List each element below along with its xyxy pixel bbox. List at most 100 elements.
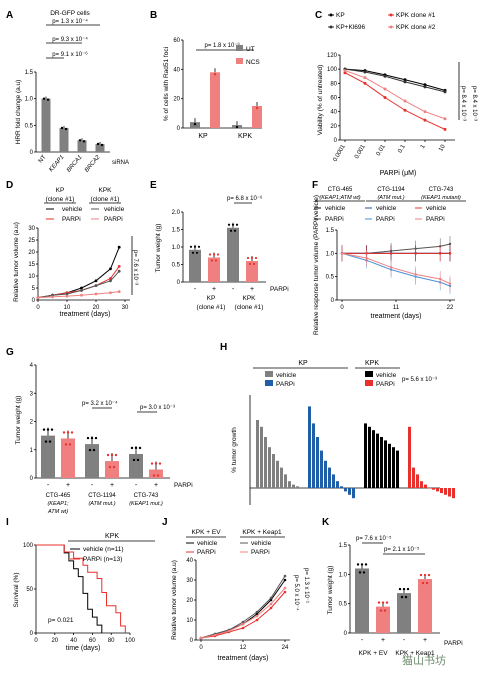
panel-C-point: [343, 71, 347, 75]
panel-H-bar: [268, 447, 271, 488]
panel-H-bar: [256, 420, 259, 488]
panel-E-y-tick-label: 1.5: [172, 228, 181, 234]
panel-G-y-tick-label: 3: [30, 391, 34, 397]
panel-I-ylabel: Survival (%): [13, 572, 20, 607]
panel-F-y-tick-label: 0.5: [326, 275, 335, 281]
panel-C-point: [403, 78, 407, 82]
panel-E-point: [191, 251, 195, 254]
panel-H-bar: [276, 460, 279, 488]
panel-G-point: [48, 440, 52, 443]
panel-D-y-tick-label: 25: [28, 238, 35, 244]
panel-I-x-tick-label: 0: [34, 638, 38, 644]
panel-E-point: [227, 223, 231, 226]
panel-J-point: [269, 596, 273, 600]
panel-A-bar: [41, 98, 51, 152]
panel-B-bar: [252, 106, 262, 128]
panel-G-y-tick-label: 4: [30, 363, 34, 369]
panel-I-survival-curve: [36, 544, 103, 633]
panel-D-point: [117, 245, 121, 249]
panel-B-y-tick-label: 0: [177, 126, 181, 132]
panel-F-y-tick-label: 0: [331, 298, 335, 304]
panel-D-point: [51, 295, 54, 299]
panel-F-series-line: [341, 252, 451, 287]
panel-E-point: [235, 223, 239, 226]
panel-G-bar: [85, 444, 99, 478]
panel-D-group-title: (clone #1): [46, 196, 75, 203]
panel-G-point: [44, 440, 48, 443]
panel-F-x-tick-label: 22: [447, 305, 454, 311]
panel-H-bar: [364, 423, 367, 488]
panel-C-point: [343, 69, 347, 73]
panel-J-point: [213, 633, 217, 637]
panel-J-series-line: [200, 591, 286, 639]
panel-G-group-sublabel: ATM wt): [47, 509, 68, 515]
panel-I-pvalue: p= 0.021: [48, 617, 74, 624]
panel-D-x-tick-label: 10: [64, 305, 71, 311]
panel-G-point: [136, 458, 140, 462]
panel-C-point: [403, 108, 407, 112]
panel-E-point: [214, 259, 218, 262]
panel-H-ylabel: % tumor growth: [231, 427, 238, 473]
panel-C-pvalue: p= 8.4 x 10⁻³: [471, 86, 477, 121]
panel-C-point: [383, 96, 387, 99]
panel-C-point: [363, 76, 367, 80]
panel-D-point: [117, 265, 121, 268]
panel-G-point: [134, 446, 138, 450]
panel-F-line-subtitle: (KEAP1 mutant): [421, 195, 461, 201]
panel-F-series-line: [341, 252, 451, 285]
panel-G-point: [152, 474, 156, 477]
panel-B-letter: B: [150, 10, 157, 21]
panel-E-point: [254, 256, 258, 260]
panel-D-series-line: [37, 291, 120, 299]
panel-G-point: [92, 448, 96, 452]
panel-E-y-tick-label: 2.0: [172, 210, 181, 216]
panel-H-legend-swatch: [265, 380, 273, 386]
panel-D-xlabel: treatment (days): [60, 311, 111, 318]
panel-D-y-tick-label: 5: [32, 286, 36, 292]
panel-A-point: [78, 139, 82, 142]
panel-H-bar: [352, 488, 355, 499]
panel-E-group-label: KP: [207, 295, 216, 302]
panel-J-legend-label: PARPi: [197, 549, 216, 556]
panel-E-point: [252, 262, 256, 266]
panel-H-bar: [316, 437, 319, 488]
panel-E-sign: +: [212, 286, 216, 293]
panel-K-point: [398, 587, 402, 591]
panel-C-letter: C: [315, 10, 322, 21]
panel-E-point: [233, 229, 237, 232]
panel-G-point: [86, 436, 90, 440]
panel-D-group-title: (clone #1): [91, 196, 120, 203]
panel-K-point: [379, 609, 383, 612]
panel-C-point: [423, 110, 427, 114]
panel-G-sign: -: [135, 482, 138, 489]
panel-K-y-tick-label: 0: [344, 631, 348, 637]
panel-H-bar: [284, 474, 287, 488]
panel-B-point: [213, 73, 217, 76]
panel-F-xlabel: treatment (days): [371, 313, 422, 320]
panel-C-point: [443, 127, 447, 131]
panel-I-survival-curve: [36, 544, 126, 633]
panel-A-ylabel: HRR fold change (a.u): [15, 80, 22, 145]
panel-C-point: [423, 118, 427, 122]
panel-C-y-tick-label: 80: [330, 81, 337, 87]
panel-F-series-line: [342, 243, 451, 254]
panel-C-ylabel: Viability (% of untreated): [317, 65, 324, 136]
panel-H-bar: [376, 433, 379, 488]
panel-F-legend-label: PARPi: [376, 216, 395, 223]
panel-D-legend-label: vehicle: [104, 206, 125, 213]
panel-G-point: [138, 446, 142, 450]
panel-I-title: KPK: [105, 533, 119, 540]
panel-J-point: [283, 586, 287, 590]
panel-J-point: [241, 622, 245, 626]
panel-H-letter: H: [220, 342, 227, 353]
panel-C-x-tick-label: 0.001: [354, 143, 367, 160]
panel-G-group-sublabel: (ATM mut.): [88, 501, 115, 507]
panel-J-point: [255, 618, 259, 622]
panel-G-point: [132, 458, 136, 462]
panel-K-pvalue: p= 7.6 x 10⁻⁵: [356, 535, 392, 542]
panel-A-pvalue: p= 9.1 x 10⁻⁶: [52, 51, 88, 58]
panel-H-bar: [380, 437, 383, 488]
panel-C-pvalue: p= 8.4 x 10⁻³: [460, 86, 466, 121]
panel-G-sign: -: [47, 482, 50, 489]
panel-H-bar: [408, 426, 411, 488]
